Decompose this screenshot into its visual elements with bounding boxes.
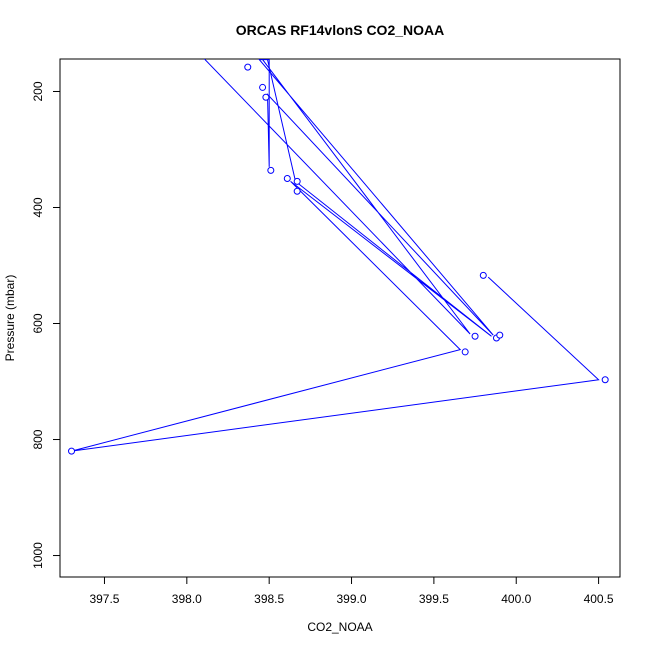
series-line bbox=[71, 59, 600, 452]
x-tick-label: 400.0 bbox=[501, 592, 531, 606]
y-tick-label: 600 bbox=[31, 313, 45, 333]
data-point bbox=[262, 93, 270, 101]
data-point bbox=[68, 447, 76, 455]
y-tick-label: 200 bbox=[31, 81, 45, 101]
data-point bbox=[471, 332, 479, 340]
x-tick-label: 399.0 bbox=[337, 592, 367, 606]
data-point bbox=[293, 177, 301, 185]
data-point bbox=[496, 331, 504, 339]
series-co2 bbox=[68, 59, 609, 455]
data-point bbox=[601, 376, 609, 384]
chart-title: ORCAS RF14vlonS CO2_NOAA bbox=[236, 22, 444, 38]
x-tick-label: 400.5 bbox=[584, 592, 614, 606]
x-axis-label: CO2_NOAA bbox=[307, 620, 372, 634]
x-tick-label: 398.0 bbox=[172, 592, 202, 606]
data-point bbox=[283, 174, 291, 182]
y-tick-label: 1000 bbox=[31, 542, 45, 569]
data-point bbox=[267, 166, 275, 174]
data-point bbox=[244, 63, 252, 71]
y-axis-label: Pressure (mbar) bbox=[3, 275, 17, 362]
y-axis: 200 400 600 800 1000 bbox=[31, 81, 60, 569]
x-tick-label: 399.5 bbox=[419, 592, 449, 606]
x-axis: 397.5 398.0 398.5 399.0 399.5 400.0 400.5 bbox=[89, 577, 614, 606]
data-point bbox=[479, 271, 487, 279]
x-tick-label: 398.5 bbox=[254, 592, 284, 606]
data-point bbox=[259, 83, 267, 91]
data-point bbox=[293, 187, 301, 195]
plot-frame bbox=[59, 58, 621, 578]
y-tick-label: 800 bbox=[31, 429, 45, 449]
y-tick-label: 400 bbox=[31, 197, 45, 217]
data-point bbox=[461, 348, 469, 356]
x-tick-label: 397.5 bbox=[89, 592, 119, 606]
